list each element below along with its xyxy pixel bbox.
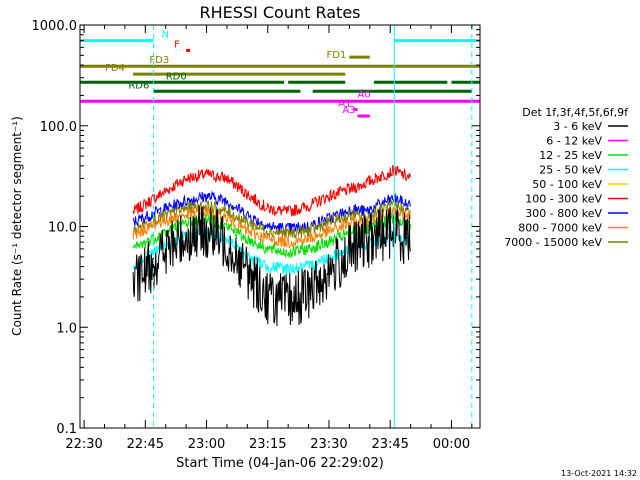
y-tick-label: 1.0 xyxy=(56,321,77,336)
x-tick-label: 00:00 xyxy=(433,437,470,452)
legend: Det 1f,3f,4f,5f,6f,9f 3 - 6 keV 6 - 12 ke… xyxy=(504,106,629,249)
state-label-rd0: RD0 xyxy=(166,71,187,82)
y-tick-label: 10.0 xyxy=(48,221,77,236)
series-300-800-kev xyxy=(132,190,411,236)
x-tick-label: 23:30 xyxy=(310,437,347,452)
legend-label-800-7000-kev: 800 - 7000 keV xyxy=(518,222,602,235)
state-label-a1: A1 xyxy=(338,98,351,109)
x-tick-label: 22:30 xyxy=(65,437,102,452)
legend-label-50-100-kev: 50 - 100 keV xyxy=(532,178,602,191)
state-label-a0: A0 xyxy=(358,89,371,100)
x-tick-label: 22:45 xyxy=(127,437,164,452)
x-tick-label: 23:45 xyxy=(371,437,408,452)
state-label-n: N xyxy=(161,30,168,41)
series-7000-15000-kev xyxy=(132,199,411,239)
state-label-fd3: FD3 xyxy=(149,55,169,66)
legend-label-6-12-kev: 6 - 12 keV xyxy=(546,135,602,148)
x-tick-label: 23:00 xyxy=(188,437,225,452)
data-series-group xyxy=(132,164,411,327)
chart-title: RHESSI Count Rates xyxy=(200,3,361,22)
legend-label-300-800-kev: 300 - 800 keV xyxy=(525,207,602,220)
legend-label-7000-15000-kev: 7000 - 15000 keV xyxy=(504,236,602,249)
legend-label-100-300-kev: 100 - 300 keV xyxy=(525,193,602,206)
legend-label-12-25-kev: 12 - 25 keV xyxy=(539,149,602,162)
state-label-fd1: FD1 xyxy=(327,50,347,61)
legend-header: Det 1f,3f,4f,5f,6f,9f xyxy=(522,106,629,119)
x-tick-label: 23:15 xyxy=(249,437,286,452)
state-label-a3: A3 xyxy=(342,105,355,116)
y-tick-label: 100.0 xyxy=(40,120,77,135)
series-3-6-kev xyxy=(132,205,411,327)
state-label-rd6: RD6 xyxy=(128,80,149,91)
x-axis-label: Start Time (04-Jan-06 22:29:02) xyxy=(176,456,384,471)
y-tick-label: 1000.0 xyxy=(32,19,78,34)
legend-label-3-6-kev: 3 - 6 keV xyxy=(553,120,602,133)
state-label-f: F xyxy=(174,39,180,50)
y-axis-label: Count Rate (s⁻¹ detector segment⁻¹) xyxy=(10,116,24,336)
state-label-fd4: FD4 xyxy=(105,63,125,74)
footer-timestamp: 13-Oct-2021 14:32 xyxy=(561,469,637,478)
y-tick-label: 0.1 xyxy=(56,422,77,437)
legend-label-25-50-kev: 25 - 50 keV xyxy=(539,164,602,177)
axes-group: 0.1 1.0 10.0 100.0 1000.0 22:30 22:45 23:00 23:1… xyxy=(32,19,480,452)
series-100-300-kev xyxy=(132,164,411,217)
